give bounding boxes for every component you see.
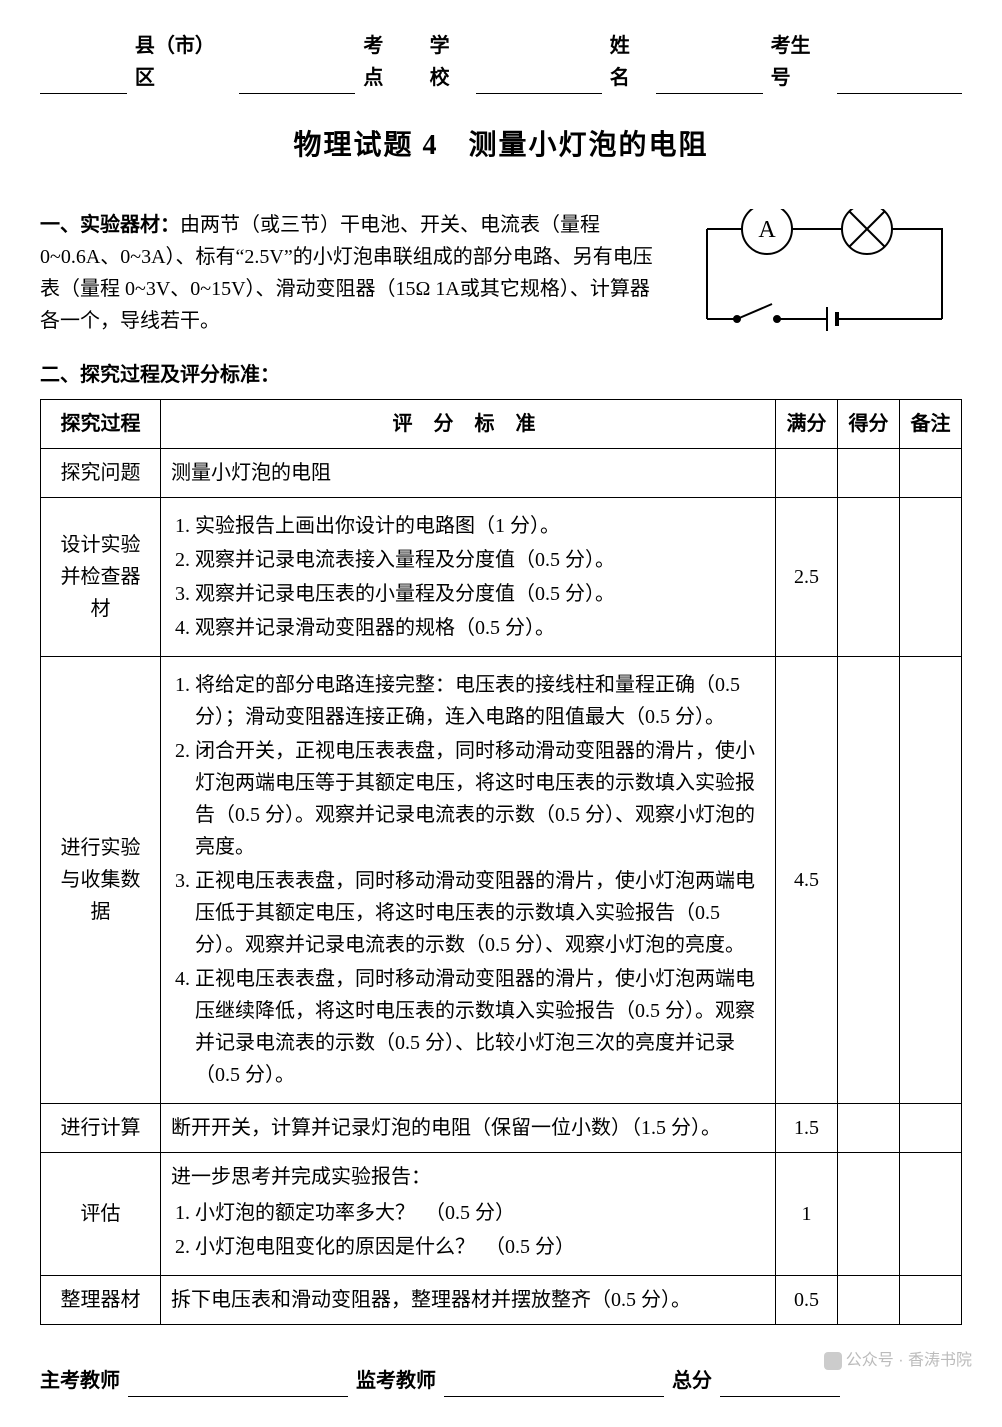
section2-heading: 二、探究过程及评分标准： [40, 359, 962, 391]
label-total: 总分 [672, 1365, 712, 1397]
blank-total[interactable] [720, 1373, 840, 1397]
criteria-lead: 进一步思考并完成实验报告： [171, 1161, 765, 1193]
blank-county-pre[interactable] [40, 70, 127, 94]
row-note-cell[interactable] [900, 497, 962, 656]
blank-candidate-no[interactable] [837, 70, 963, 94]
row-label: 整理器材 [41, 1275, 161, 1324]
col-process: 探究过程 [41, 399, 161, 448]
row-label: 进行计算 [41, 1103, 161, 1152]
circuit-diagram: A [687, 209, 962, 339]
table-row: 设计实验并检查器材 实验报告上画出你设计的电路图（1 分）。 观察并记录电流表接… [41, 497, 962, 656]
watermark: 公众号 · 香涛书院 [824, 1348, 972, 1374]
watermark-text: 公众号 · 香涛书院 [846, 1352, 972, 1369]
row-criteria: 进一步思考并完成实验报告： 小灯泡的额定功率多大？ （0.5 分） 小灯泡电阻变… [161, 1152, 776, 1275]
row-note-cell[interactable] [900, 1275, 962, 1324]
row-criteria: 将给定的部分电路连接完整：电压表的接线柱和量程正确（0.5 分）；滑动变阻器连接… [161, 656, 776, 1103]
row-full: 1.5 [776, 1103, 838, 1152]
row-note-cell[interactable] [900, 448, 962, 497]
label-school: 学校 [430, 30, 469, 94]
criteria-item: 观察并记录电压表的小量程及分度值（0.5 分）。 [195, 578, 765, 610]
table-row: 进行实验与收集数据 将给定的部分电路连接完整：电压表的接线柱和量程正确（0.5 … [41, 656, 962, 1103]
col-criteria: 评 分 标 准 [161, 399, 776, 448]
criteria-item: 正视电压表表盘，同时移动滑动变阻器的滑片，使小灯泡两端电压继续降低，将这时电压表… [195, 963, 765, 1091]
row-score-cell[interactable] [838, 448, 900, 497]
label-candidate-no: 考生号 [771, 30, 829, 94]
row-label: 进行实验与收集数据 [41, 656, 161, 1103]
label-name: 姓名 [610, 30, 649, 94]
row-full: 0.5 [776, 1275, 838, 1324]
blank-name[interactable] [656, 70, 762, 94]
row-note-cell[interactable] [900, 656, 962, 1103]
row-full: 1 [776, 1152, 838, 1275]
criteria-item: 闭合开关，正视电压表表盘，同时移动滑动变阻器的滑片，使小灯泡两端电压等于其额定电… [195, 735, 765, 863]
blank-chief[interactable] [128, 1373, 348, 1397]
table-header-row: 探究过程 评 分 标 准 满分 得分 备注 [41, 399, 962, 448]
row-score-cell[interactable] [838, 1275, 900, 1324]
col-full: 满分 [776, 399, 838, 448]
wechat-icon [824, 1352, 842, 1370]
row-score-cell[interactable] [838, 1152, 900, 1275]
table-row: 评估 进一步思考并完成实验报告： 小灯泡的额定功率多大？ （0.5 分） 小灯泡… [41, 1152, 962, 1275]
criteria-item: 观察并记录滑动变阻器的规格（0.5 分）。 [195, 612, 765, 644]
blank-county[interactable] [239, 70, 355, 94]
ammeter-label: A [758, 217, 776, 243]
criteria-item: 实验报告上画出你设计的电路图（1 分）。 [195, 510, 765, 542]
section1: 一、实验器材：由两节（或三节）干电池、开关、电流表（量程0~0.6A、0~3A）… [40, 209, 667, 337]
table-row: 探究问题 测量小灯泡的电阻 [41, 448, 962, 497]
row-score-cell[interactable] [838, 1103, 900, 1152]
row-score-cell[interactable] [838, 656, 900, 1103]
criteria-item: 小灯泡电阻变化的原因是什么？ （0.5 分） [195, 1231, 765, 1263]
row-label: 设计实验并检查器材 [41, 497, 161, 656]
col-note: 备注 [900, 399, 962, 448]
row-label: 探究问题 [41, 448, 161, 497]
row-full [776, 448, 838, 497]
page-title: 物理试题 4 测量小灯泡的电阻 [40, 124, 962, 169]
label-invigilator: 监考教师 [356, 1365, 436, 1397]
section1-heading: 一、实验器材： [40, 214, 180, 236]
row-full: 2.5 [776, 497, 838, 656]
blank-school[interactable] [476, 70, 602, 94]
label-chief-examiner: 主考教师 [40, 1365, 120, 1397]
row-score-cell[interactable] [838, 497, 900, 656]
row-note-cell[interactable] [900, 1152, 962, 1275]
blank-invig[interactable] [444, 1373, 664, 1397]
table-row: 整理器材 拆下电压表和滑动变阻器，整理器材并摆放整齐（0.5 分）。 0.5 [41, 1275, 962, 1324]
row-criteria: 断开开关，计算并记录灯泡的电阻（保留一位小数）（1.5 分）。 [161, 1103, 776, 1152]
rubric-table: 探究过程 评 分 标 准 满分 得分 备注 探究问题 测量小灯泡的电阻 设计实验… [40, 399, 962, 1325]
criteria-item: 小灯泡的额定功率多大？ （0.5 分） [195, 1197, 765, 1229]
header-fill-line: 县（市）区 考点 学校 姓名 考生号 [40, 30, 962, 94]
row-criteria: 实验报告上画出你设计的电路图（1 分）。 观察并记录电流表接入量程及分度值（0.… [161, 497, 776, 656]
row-label: 评估 [41, 1152, 161, 1275]
label-exam-point: 考点 [363, 30, 402, 94]
criteria-item: 观察并记录电流表接入量程及分度值（0.5 分）。 [195, 544, 765, 576]
criteria-item: 将给定的部分电路连接完整：电压表的接线柱和量程正确（0.5 分）；滑动变阻器连接… [195, 669, 765, 733]
row-note-cell[interactable] [900, 1103, 962, 1152]
col-score: 得分 [838, 399, 900, 448]
row-criteria: 测量小灯泡的电阻 [161, 448, 776, 497]
row-criteria: 拆下电压表和滑动变阻器，整理器材并摆放整齐（0.5 分）。 [161, 1275, 776, 1324]
row-full: 4.5 [776, 656, 838, 1103]
label-county: 县（市）区 [135, 30, 232, 94]
criteria-item: 正视电压表表盘，同时移动滑动变阻器的滑片，使小灯泡两端电压低于其额定电压，将这时… [195, 865, 765, 961]
table-row: 进行计算 断开开关，计算并记录灯泡的电阻（保留一位小数）（1.5 分）。 1.5 [41, 1103, 962, 1152]
